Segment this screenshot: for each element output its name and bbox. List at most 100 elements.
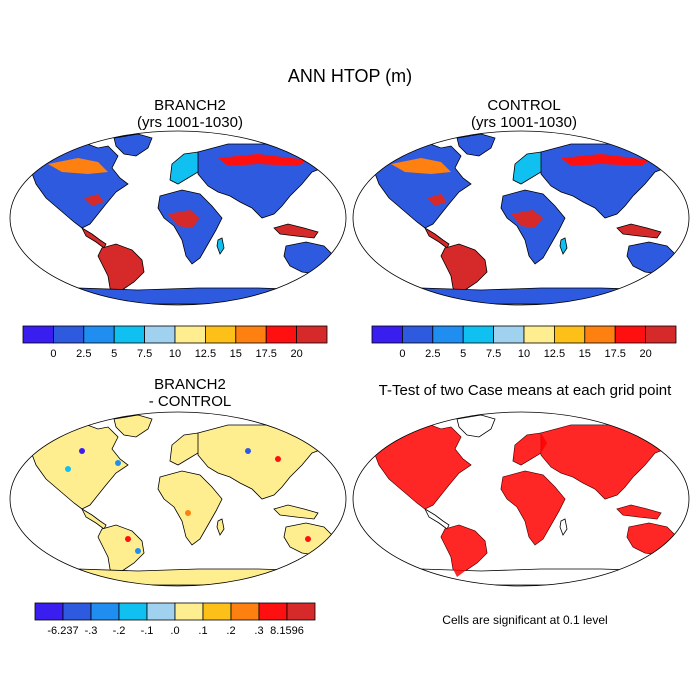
colorbar-box bbox=[34, 602, 64, 621]
land-madagascar bbox=[216, 237, 225, 255]
colorbar-tick-label: 12.5 bbox=[195, 348, 216, 360]
colorbar-tick-label: 5 bbox=[111, 348, 117, 360]
map-border bbox=[352, 411, 690, 587]
colorbar-panel-2: 0 2.5 5 7.5 10 12.5 15 17.5 20 bbox=[371, 325, 677, 360]
land-antarctica bbox=[12, 287, 342, 305]
panel-3-title-line1: BRANCH2 bbox=[154, 376, 226, 393]
vegetation-patch bbox=[427, 194, 447, 206]
colorbar-box bbox=[645, 325, 677, 344]
colorbar-tick-label: .3 bbox=[254, 625, 263, 637]
colorbar-box bbox=[235, 325, 267, 344]
panel-2-title-line2: (yrs 1001-1030) bbox=[471, 114, 577, 131]
significant-region-northAmerica bbox=[371, 423, 471, 509]
colorbar-box bbox=[146, 602, 176, 621]
land-asia bbox=[197, 424, 329, 500]
colorbar-box bbox=[174, 602, 204, 621]
vegetation-patch bbox=[561, 154, 651, 166]
panel-3-title: BRANCH2 - CONTROL bbox=[30, 376, 350, 410]
land-centralAmerica bbox=[424, 507, 450, 530]
colorbar-tick-label: 20 bbox=[290, 348, 302, 360]
significance-note: Cells are significant at 0.1 level bbox=[442, 613, 608, 627]
colorbar-box bbox=[614, 325, 647, 344]
colorbar-tick-label: 10 bbox=[169, 348, 181, 360]
land-southAmerica bbox=[440, 243, 488, 297]
panel-2-title: CONTROL (yrs 1001-1030) bbox=[364, 97, 684, 131]
land-greenland bbox=[113, 414, 153, 438]
colorbar-box bbox=[113, 325, 145, 344]
colorbar-tick-label: 15 bbox=[579, 348, 591, 360]
map-border bbox=[352, 130, 690, 306]
vegetation-patch bbox=[84, 194, 104, 206]
difference-cell bbox=[65, 466, 71, 472]
significant-region-australia bbox=[627, 523, 677, 555]
land-madagascar bbox=[559, 518, 568, 536]
colorbar-tick-label: 15 bbox=[230, 348, 242, 360]
colorbar-box bbox=[118, 602, 148, 621]
colorbar-tick-label: 12.5 bbox=[544, 348, 565, 360]
colorbar-box bbox=[90, 602, 120, 621]
panel-1-title: BRANCH2 (yrs 1001-1030) bbox=[30, 97, 350, 131]
difference-cell bbox=[185, 510, 191, 516]
land-australia bbox=[283, 241, 335, 275]
vegetation-patch bbox=[218, 154, 308, 166]
colorbar-box bbox=[296, 325, 328, 344]
land-indonesia bbox=[616, 223, 662, 239]
panel-1-title-line1: BRANCH2 bbox=[154, 97, 226, 114]
significant-region-africa bbox=[501, 471, 565, 545]
colorbar-tick-label: -.3 bbox=[85, 625, 98, 637]
colorbar-box bbox=[401, 325, 434, 344]
vegetation-patch bbox=[511, 210, 543, 228]
colorbar-box bbox=[371, 325, 403, 344]
vegetation-patch bbox=[391, 158, 451, 174]
land-centralAmerica bbox=[81, 507, 107, 530]
map-border bbox=[9, 130, 347, 306]
difference-cell bbox=[305, 536, 311, 542]
colorbar-tick-label: 5 bbox=[460, 348, 466, 360]
map-panel-2 bbox=[352, 130, 690, 306]
difference-cell bbox=[275, 456, 281, 462]
colorbar-tick-label: 10 bbox=[518, 348, 530, 360]
colorbar-box bbox=[523, 325, 555, 344]
land-greenland bbox=[456, 414, 496, 438]
land-antarctica bbox=[355, 568, 685, 586]
land-australia bbox=[626, 241, 678, 275]
land-antarctica bbox=[12, 568, 342, 586]
colorbar-box bbox=[22, 325, 54, 344]
land-northAmerica bbox=[27, 422, 129, 510]
difference-cell bbox=[79, 448, 85, 454]
land-centralAmerica bbox=[424, 226, 450, 249]
colorbar-box bbox=[554, 325, 586, 344]
colorbar-box bbox=[258, 602, 288, 621]
map-panel-4 bbox=[352, 411, 690, 587]
significant-region-europe bbox=[513, 433, 547, 465]
colorbar-box bbox=[174, 325, 206, 344]
difference-cell bbox=[125, 536, 131, 542]
colorbar-box bbox=[286, 602, 316, 621]
colorbar-tick-label: .1 bbox=[198, 625, 207, 637]
colorbar-box bbox=[204, 325, 237, 344]
significant-region-asia bbox=[541, 425, 671, 499]
panel-1-title-line2: (yrs 1001-1030) bbox=[137, 114, 243, 131]
land-greenland bbox=[113, 133, 153, 157]
colorbar-panel-3: -6.237 -.3 -.2 -.1 .0 .1 .2 .3 8.1596 bbox=[34, 602, 316, 637]
map-border bbox=[9, 411, 347, 587]
difference-cell bbox=[245, 448, 251, 454]
land-southAmerica bbox=[97, 243, 145, 297]
panel-3-title-line2: - CONTROL bbox=[148, 393, 232, 410]
land-centralAmerica bbox=[81, 226, 107, 249]
land-indonesia bbox=[273, 504, 319, 520]
land-africa bbox=[157, 470, 223, 546]
colorbar-tick-label: 2.5 bbox=[76, 348, 91, 360]
difference-cell bbox=[135, 548, 141, 554]
colorbar-panel-1: 0 2.5 5 7.5 10 12.5 15 17.5 20 bbox=[22, 325, 328, 360]
colorbar-tick-label: 7.5 bbox=[486, 348, 501, 360]
colorbar-tick-label: .0 bbox=[170, 625, 179, 637]
figure-title: ANN HTOP (m) bbox=[287, 66, 413, 86]
colorbar-box bbox=[202, 602, 232, 621]
panel-2-title-line1: CONTROL bbox=[487, 97, 561, 114]
panel-4-title: T-Test of two Case means at each grid po… bbox=[378, 382, 672, 399]
colorbar-tick-label: .2 bbox=[226, 625, 235, 637]
colorbar-box bbox=[230, 602, 260, 621]
vegetation-patch bbox=[168, 210, 200, 228]
